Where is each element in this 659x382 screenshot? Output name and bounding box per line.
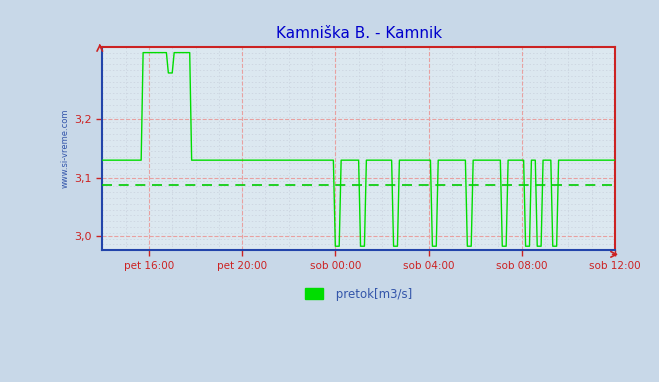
Legend:  pretok[m3/s]: pretok[m3/s] bbox=[301, 283, 417, 306]
Title: Kamniška B. - Kamnik: Kamniška B. - Kamnik bbox=[275, 26, 442, 42]
Y-axis label: www.si-vreme.com: www.si-vreme.com bbox=[61, 109, 70, 188]
